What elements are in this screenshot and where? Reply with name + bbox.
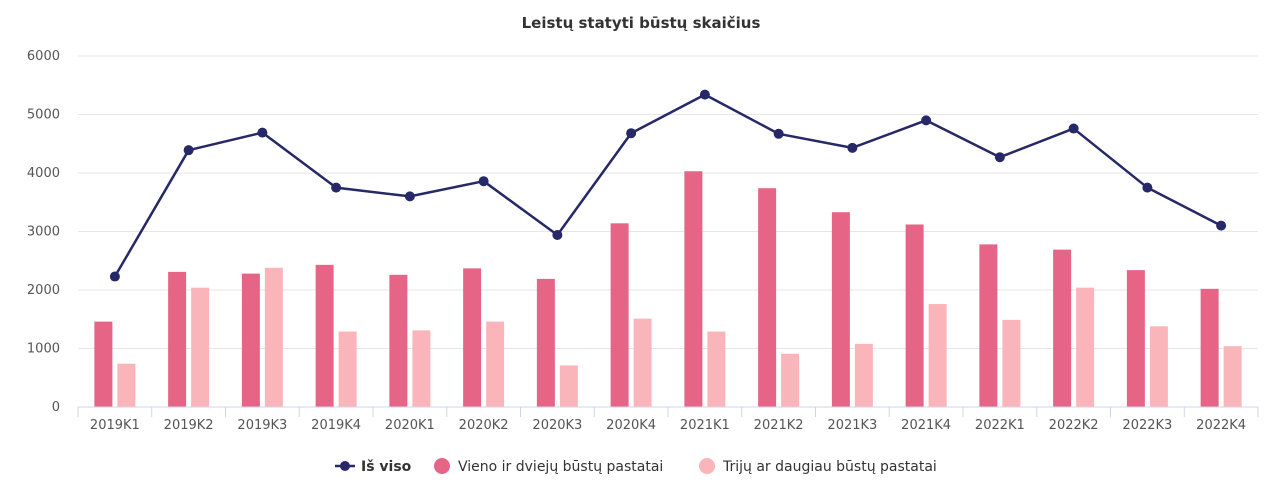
bar-vieno-dvieju[interactable] xyxy=(168,271,187,407)
chart-title: Leistų statyti būstų skaičius xyxy=(522,14,761,32)
bar-triju-daugiau[interactable] xyxy=(191,287,210,407)
y-tick-label: 4000 xyxy=(27,166,60,181)
point-is-viso[interactable] xyxy=(699,89,710,100)
point-is-viso[interactable] xyxy=(921,115,932,126)
legend-label: Vieno ir dviejų būstų pastatai xyxy=(458,459,663,475)
x-tick-label: 2021K3 xyxy=(827,418,877,433)
bar-triju-daugiau[interactable] xyxy=(633,318,652,407)
bar-triju-daugiau[interactable] xyxy=(1076,287,1095,407)
bar-triju-daugiau[interactable] xyxy=(781,353,800,407)
point-is-viso[interactable] xyxy=(552,230,563,241)
x-tick-label: 2019K3 xyxy=(237,418,287,433)
y-tick-label: 0 xyxy=(52,400,60,415)
bar-vieno-dvieju[interactable] xyxy=(905,224,924,407)
bar-vieno-dvieju[interactable] xyxy=(1053,249,1072,407)
y-tick-label: 2000 xyxy=(27,283,60,298)
x-tick-label: 2019K4 xyxy=(311,418,361,433)
point-is-viso[interactable] xyxy=(773,128,784,139)
bar-vieno-dvieju[interactable] xyxy=(463,268,482,407)
bar-vieno-dvieju[interactable] xyxy=(389,274,408,407)
y-tick-label: 5000 xyxy=(27,108,60,123)
point-is-viso[interactable] xyxy=(1216,220,1227,231)
x-tick-label: 2021K4 xyxy=(901,418,951,433)
bar-triju-daugiau[interactable] xyxy=(854,343,873,407)
x-tick-label: 2020K1 xyxy=(385,418,435,433)
bar-vieno-dvieju[interactable] xyxy=(1126,270,1145,407)
bar-vieno-dvieju[interactable] xyxy=(94,321,113,407)
x-tick-label: 2022K4 xyxy=(1196,418,1246,433)
legend-marker xyxy=(699,458,715,474)
x-tick-label: 2022K1 xyxy=(975,418,1025,433)
y-tick-label: 1000 xyxy=(27,342,60,357)
point-is-viso[interactable] xyxy=(478,176,489,187)
x-tick-label: 2020K2 xyxy=(459,418,509,433)
bar-vieno-dvieju[interactable] xyxy=(315,264,334,407)
x-tick-label: 2021K1 xyxy=(680,418,730,433)
x-tick-label: 2022K2 xyxy=(1049,418,1099,433)
line-is-viso xyxy=(113,93,1222,278)
x-tick-label: 2020K4 xyxy=(606,418,656,433)
x-axis: 2019K1 2019K2 2019K3 2019K4 2020K1 2020K2 2020… xyxy=(77,406,1259,433)
bar-triju-daugiau[interactable] xyxy=(486,321,505,407)
legend-label: Trijų ar daugiau būstų pastatai xyxy=(722,459,937,475)
line-layer xyxy=(109,89,1227,282)
bar-vieno-dvieju[interactable] xyxy=(979,244,998,407)
bar-vieno-dvieju[interactable] xyxy=(758,188,777,407)
point-is-viso[interactable] xyxy=(109,271,120,282)
bar-vieno-dvieju[interactable] xyxy=(831,212,850,407)
bar-vieno-dvieju[interactable] xyxy=(536,278,555,407)
x-tick-label: 2020K3 xyxy=(532,418,582,433)
point-is-viso[interactable] xyxy=(626,128,637,139)
x-tick-label: 2019K1 xyxy=(90,418,140,433)
x-tick-label: 2019K2 xyxy=(164,418,214,433)
bar-vieno-dvieju[interactable] xyxy=(1200,288,1219,407)
y-tick-label: 6000 xyxy=(27,49,60,64)
legend-item[interactable]: Trijų ar daugiau būstų pastatai xyxy=(699,458,937,475)
legend-item[interactable]: Iš viso xyxy=(335,459,412,475)
bar-triju-daugiau[interactable] xyxy=(928,304,947,407)
bar-triju-daugiau[interactable] xyxy=(264,267,283,407)
point-is-viso[interactable] xyxy=(183,145,194,156)
bar-triju-daugiau[interactable] xyxy=(559,365,578,407)
bar-triju-daugiau[interactable] xyxy=(1149,326,1168,407)
point-is-viso[interactable] xyxy=(1068,123,1079,134)
x-tick-label: 2021K2 xyxy=(754,418,804,433)
point-is-viso[interactable] xyxy=(1142,182,1153,193)
point-is-viso[interactable] xyxy=(847,142,858,153)
bar-vieno-dvieju[interactable] xyxy=(684,171,703,407)
point-is-viso[interactable] xyxy=(257,127,268,138)
legend-item[interactable]: Vieno ir dviejų būstų pastatai xyxy=(434,458,663,475)
bar-triju-daugiau[interactable] xyxy=(117,363,136,407)
x-tick-label: 2022K3 xyxy=(1122,418,1172,433)
bar-vieno-dvieju[interactable] xyxy=(241,273,260,407)
bars-layer xyxy=(94,171,1242,407)
bar-triju-daugiau[interactable] xyxy=(412,330,431,407)
y-tick-label: 3000 xyxy=(27,225,60,240)
bar-triju-daugiau[interactable] xyxy=(338,331,357,407)
legend-label: Iš viso xyxy=(361,459,412,475)
bar-triju-daugiau[interactable] xyxy=(1223,346,1242,407)
legend-marker xyxy=(340,461,350,471)
legend-marker xyxy=(434,458,450,474)
bar-triju-daugiau[interactable] xyxy=(707,331,726,407)
bar-vieno-dvieju[interactable] xyxy=(610,223,629,407)
point-is-viso[interactable] xyxy=(331,182,342,193)
point-is-viso[interactable] xyxy=(404,191,415,202)
legend: Iš viso Vieno ir dviejų būstų pastatai Tri… xyxy=(335,458,937,475)
bar-triju-daugiau[interactable] xyxy=(1002,319,1021,407)
point-is-viso[interactable] xyxy=(994,152,1005,163)
